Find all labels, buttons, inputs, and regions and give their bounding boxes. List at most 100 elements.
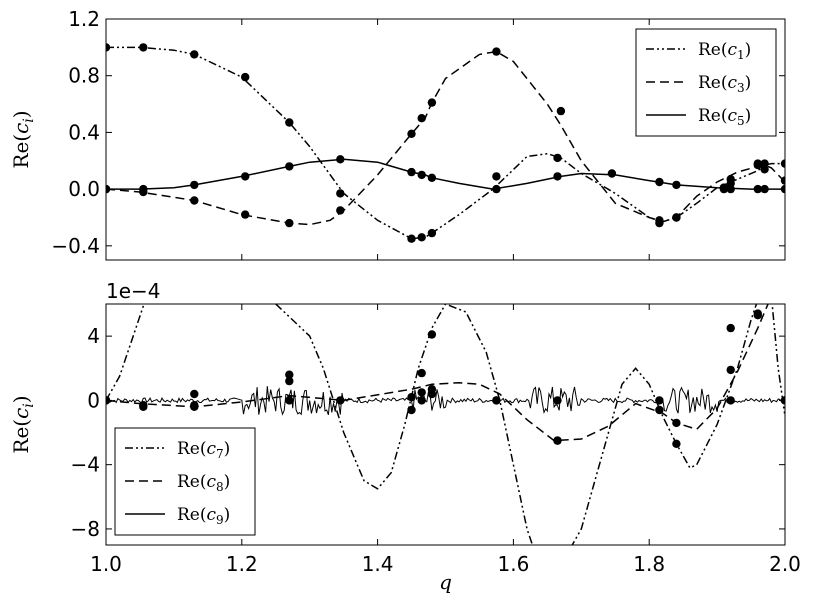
top-data-point-1-8 [427,228,437,238]
top-legend-label-1: Re(c1) [698,40,751,62]
top-data-point-1-2 [190,50,199,59]
top-data-point-5-8 [427,173,437,182]
top-data-point-5-10 [553,172,562,181]
top-data-point-5-14 [719,184,729,194]
top-data-point-5-9 [492,184,501,194]
top-y-tick-label: 0.4 [68,120,100,144]
x-tick-label: 2.0 [769,552,801,576]
top-data-point-3-2 [190,196,199,205]
top-data-point-1-3 [241,72,250,82]
top-series-line-1 [106,46,785,240]
top-data-point-3-3 [241,210,250,219]
bot-data-point-9-10 [726,396,735,405]
bot-data-point-9-4 [407,393,416,402]
top-data-point-5-16 [753,184,762,194]
x-tick-label: 1.8 [633,552,665,576]
top-data-point-5-3 [241,172,250,181]
top-data-point-5-1 [139,184,148,194]
bot-data-point-8-3 [285,370,294,379]
top-data-point-3-9 [492,47,501,56]
bot-series-line-9 [106,386,785,416]
top-data-point-5-17 [760,184,769,194]
bot-data-point-8-1 [139,401,148,410]
top-data-point-3-8 [427,98,437,107]
bot-series-line-8 [106,304,769,442]
bot-legend: Re(c7) Re(c8) Re(c9) [114,427,256,536]
bot-data-point-9-9 [655,396,664,405]
top-data-point-5-15 [726,184,735,194]
top-legend-label-5: Re(c5) [698,106,751,128]
bot-data-point-9-1 [190,389,199,399]
top-series-line-5 [106,158,785,190]
top-panel: 1.2 0.8 0.4 0.0 −0.4 Re(ci) Re(c1) Re(c3) Re(c5) [9,7,786,261]
bot-data-point-8-7 [672,418,681,428]
x-tick-label: 1.2 [226,552,258,576]
top-data-point-3-4 [285,218,294,228]
bot-data-point-9-6 [427,389,437,399]
top-data-point-5-13 [672,180,681,190]
top-data-point-5-5 [336,155,345,164]
bot-data-point-9-5 [417,396,426,405]
top-data-point-3-10 [556,106,566,116]
bot-data-point-9-8 [553,396,562,405]
top-data-point-1-9 [492,172,501,181]
top-y-tick-label: −0.4 [51,234,100,258]
x-tick-label: 1.4 [362,552,394,576]
top-data-point-3-16 [760,165,769,174]
bot-y-tick-label: 4 [87,324,100,348]
top-data-point-1-10 [553,153,562,163]
top-y-tick-label: 0.0 [68,177,100,201]
top-data-point-3-6 [407,129,416,138]
top-data-point-1-7 [417,233,426,242]
bot-y-tick-label: −8 [71,517,100,541]
x-tick-label: 1.0 [90,552,122,576]
top-y-tick-label: 1.2 [68,7,100,31]
bot-data-point-9-2 [285,396,294,405]
top-legend-label-3: Re(c3) [698,73,751,95]
bot-y-tick-label: −4 [71,453,100,477]
bot-data-point-8-4 [417,368,426,378]
bot-legend-label-7: Re(c7) [177,439,230,461]
top-legend-box [635,28,777,137]
top-data-point-1-17 [780,159,785,168]
top-data-point-1-0 [106,43,111,52]
bot-plot-area [106,304,785,545]
bot-data-point-8-6 [553,436,562,445]
bot-y-tick-label: 0 [87,388,100,412]
top-plot-area [106,43,785,243]
top-data-point-1-1 [139,43,148,52]
top-data-point-1-5 [336,189,345,198]
bot-legend-label-8: Re(c8) [177,472,230,494]
top-data-point-5-4 [285,162,294,171]
top-data-point-3-15 [753,160,762,170]
top-data-point-3-7 [417,114,426,123]
bot-data-point-8-2 [190,402,199,411]
bot-data-point-7-11 [726,323,735,333]
top-data-point-1-6 [407,234,416,243]
bot-data-point-8-8 [726,365,735,375]
top-data-point-5-7 [417,170,426,180]
top-data-point-3-12 [672,213,681,222]
bot-data-point-7-4 [407,405,416,415]
bot-data-point-9-3 [336,396,345,405]
bot-data-point-8-9 [753,311,762,320]
x-tick-label: 1.6 [497,552,529,576]
x-axis-label: q [439,570,452,594]
top-axes-frame [105,18,786,261]
bot-data-point-9-7 [492,396,501,405]
top-data-point-1-4 [285,118,294,127]
top-data-point-3-17 [780,176,785,185]
top-data-point-3-5 [336,206,345,215]
bot-data-point-7-6 [427,330,437,339]
bot-data-point-7-10 [672,439,681,448]
top-y-tick-label: 0.8 [68,64,100,88]
bot-y-axis-label: Re(ci) [9,395,37,453]
top-data-point-3-11 [655,218,664,228]
top-legend: Re(c1) Re(c3) Re(c5) [635,28,777,137]
top-data-point-5-6 [407,167,416,177]
offset-label: 1e−4 [106,279,161,303]
top-series-line-3 [106,50,785,226]
bot-axes-frame [105,303,786,546]
bot-legend-box [114,427,256,536]
